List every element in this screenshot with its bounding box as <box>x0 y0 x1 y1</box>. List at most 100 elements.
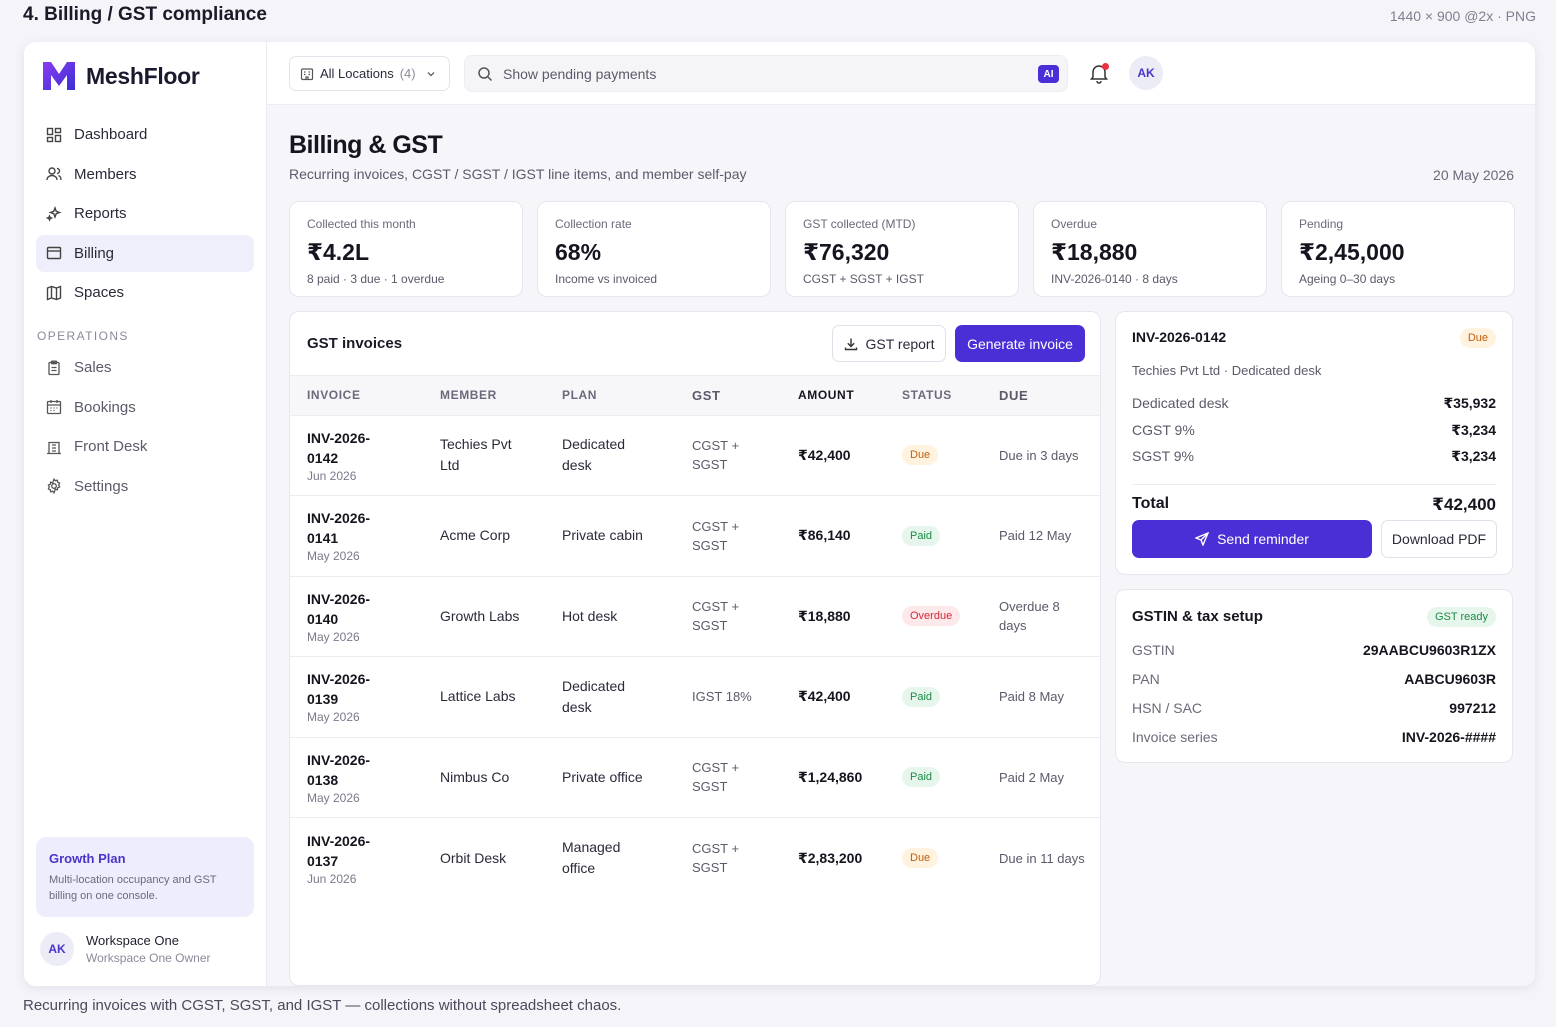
sidebar-item-settings[interactable]: Settings <box>36 468 254 505</box>
stat-card-overdue: Overdue ₹18,880 INV-2026-0140 · 8 days <box>1033 201 1267 297</box>
clipboard-icon <box>46 360 62 376</box>
gst-ready-badge: GST ready <box>1427 607 1496 627</box>
stat-value: ₹4.2L <box>307 239 370 265</box>
sidebar-nav: Dashboard Members Reports Billing <box>36 116 254 507</box>
download-pdf-button[interactable]: Download PDF <box>1381 520 1497 558</box>
sidebar-item-billing[interactable]: Billing <box>36 234 254 272</box>
column-header-amount[interactable]: AMOUNT <box>798 376 902 416</box>
column-header-member[interactable]: MEMBER <box>440 376 562 416</box>
billing-icon <box>46 245 62 261</box>
status-badge: Due <box>1459 328 1496 348</box>
sidebar-item-sales[interactable]: Sales <box>36 349 254 386</box>
generate-invoice-button[interactable]: Generate invoice <box>955 325 1085 362</box>
status-badge: Overdue <box>902 606 961 627</box>
table-row[interactable]: INV-2026-0140 May 2026 Growth Labs Hot de… <box>290 576 1100 657</box>
table-row[interactable]: INV-2026-0137 Jun 2026 Orbit Desk Managed… <box>290 818 1100 899</box>
gst-invoices-card: GST invoices GST report Generate invoice… <box>289 311 1101 986</box>
gst-type: CGST + SGST <box>692 438 740 473</box>
detail-subtitle: Techies Pvt Ltd · Dedicated desk <box>1132 363 1322 378</box>
table-row[interactable]: INV-2026-0141 May 2026 Acme Corp Private … <box>290 496 1100 576</box>
table-row[interactable]: INV-2026-0139 May 2026 Lattice Labs Dedic… <box>290 657 1100 737</box>
stat-value: ₹2,45,000 <box>1299 239 1405 265</box>
invoice-amount: ₹1,24,860 <box>798 768 863 785</box>
column-header-due[interactable]: DUE <box>999 376 1100 416</box>
sidebar-item-bookings[interactable]: Bookings <box>36 389 254 426</box>
invoice-month: May 2026 <box>307 549 360 564</box>
gst-type: CGST + SGST <box>692 841 740 875</box>
growth-plan-title: Growth Plan <box>49 851 126 866</box>
stat-value: ₹18,880 <box>1051 239 1138 265</box>
status-badge: Due <box>902 848 939 868</box>
sidebar-item-dashboard[interactable]: Dashboard <box>36 116 254 153</box>
workspace-switcher[interactable]: AK Workspace One Workspace One Owner <box>40 932 211 966</box>
sidebar-item-label: Members <box>74 165 137 183</box>
column-header-invoice[interactable]: INVOICE <box>290 376 440 416</box>
user-avatar[interactable]: AK <box>1129 56 1163 90</box>
stat-value: 68% <box>555 239 602 265</box>
send-reminder-button[interactable]: Send reminder <box>1132 520 1372 558</box>
stat-value: ₹76,320 <box>803 239 890 265</box>
sidebar-item-members[interactable]: Members <box>36 156 254 193</box>
caption-title: 4. Billing / GST compliance <box>23 4 267 25</box>
gstin-row-value: INV-2026-#### <box>1401 729 1496 745</box>
due-text: Paid 8 May <box>999 689 1065 705</box>
total-label: Total <box>1132 495 1170 512</box>
sidebar-item-reports[interactable]: Reports <box>36 195 254 232</box>
line-item-label: SGST 9% <box>1132 448 1194 464</box>
plan-name: Dedicated desk <box>562 436 626 474</box>
gstin-row-value: AABCU9603R <box>1404 671 1496 687</box>
location-select[interactable]: All Locations (4) <box>289 56 450 91</box>
gstin-title: GSTIN & tax setup <box>1132 608 1263 625</box>
stat-card-collection-rate: Collection rate 68% Income vs invoiced <box>537 201 771 297</box>
sidebar-item-label: Bookings <box>74 398 136 416</box>
search-input[interactable]: Show pending payments AI <box>464 55 1068 92</box>
ai-badge[interactable]: AI <box>1038 65 1059 83</box>
member-name: Growth Labs <box>440 607 520 624</box>
stat-label: GST collected (MTD) <box>803 217 916 231</box>
member-name: Techies Pvt Ltd <box>440 436 512 474</box>
stats-row: Collected this month ₹4.2L 8 paid · 3 du… <box>289 201 1515 297</box>
invoice-amount: ₹2,83,200 <box>798 849 863 866</box>
status-badge: Paid <box>902 686 941 707</box>
invoice-month: May 2026 <box>307 790 360 805</box>
topbar: All Locations (4) Show pending payments … <box>267 42 1535 105</box>
table-row[interactable]: INV-2026-0142 Jun 2026 Techies Pvt Ltd De… <box>290 415 1100 496</box>
invoice-month: May 2026 <box>307 629 360 644</box>
column-header-plan[interactable]: PLAN <box>562 376 692 416</box>
section-label-operations: OPERATIONS <box>37 329 129 343</box>
plan-name: Private cabin <box>562 527 643 544</box>
sidebar: MeshFloor Dashboard Members Reports <box>24 42 267 986</box>
notifications-button[interactable] <box>1087 61 1111 85</box>
column-header-gst[interactable]: GST <box>692 376 798 416</box>
gear-icon <box>46 478 62 494</box>
stat-sub: Ageing 0–30 days <box>1299 272 1396 286</box>
gstin-setup-card: GSTIN & tax setup GST ready GSTIN 29AABC… <box>1115 589 1513 763</box>
table-row[interactable]: INV-2026-0138 May 2026 Nimbus Co Private … <box>290 737 1100 818</box>
due-text: Paid 2 May <box>999 769 1065 785</box>
line-item: Dedicated desk ₹35,932 <box>1132 395 1496 412</box>
location-count: (4) <box>399 66 416 81</box>
desk-icon <box>46 439 62 455</box>
gst-type: CGST + SGST <box>692 518 740 553</box>
workspace-role: Workspace One Owner <box>86 951 211 965</box>
sidebar-item-label: Spaces <box>74 284 125 301</box>
sidebar-item-spaces[interactable]: Spaces <box>36 274 254 311</box>
plan-name: Hot desk <box>562 607 618 624</box>
notification-dot <box>1102 63 1109 70</box>
search-icon <box>477 66 493 82</box>
line-item-value: ₹3,234 <box>1451 448 1496 464</box>
detail-invoice-id: INV-2026-0142 <box>1132 329 1227 345</box>
gstin-row-value: 29AABCU9603R1ZX <box>1362 642 1496 658</box>
invoice-month: May 2026 <box>307 710 360 725</box>
growth-plan-card[interactable]: Growth Plan Multi-location occupancy and… <box>36 837 254 917</box>
line-item: SGST 9% ₹3,234 <box>1132 448 1496 465</box>
column-header-status[interactable]: STATUS <box>902 376 999 416</box>
gst-report-button[interactable]: GST report <box>832 325 946 362</box>
invoice-id: INV-2026-0138 <box>307 751 371 788</box>
logo[interactable]: MeshFloor <box>40 58 200 94</box>
map-icon <box>46 284 62 301</box>
invoices-table: INVOICE MEMBER PLAN GST AMOUNT STATUS DU… <box>290 376 1100 898</box>
sidebar-item-front-desk[interactable]: Front Desk <box>36 428 254 465</box>
member-name: Lattice Labs <box>440 688 516 705</box>
gstin-row: GSTIN 29AABCU9603R1ZX <box>1132 642 1496 658</box>
